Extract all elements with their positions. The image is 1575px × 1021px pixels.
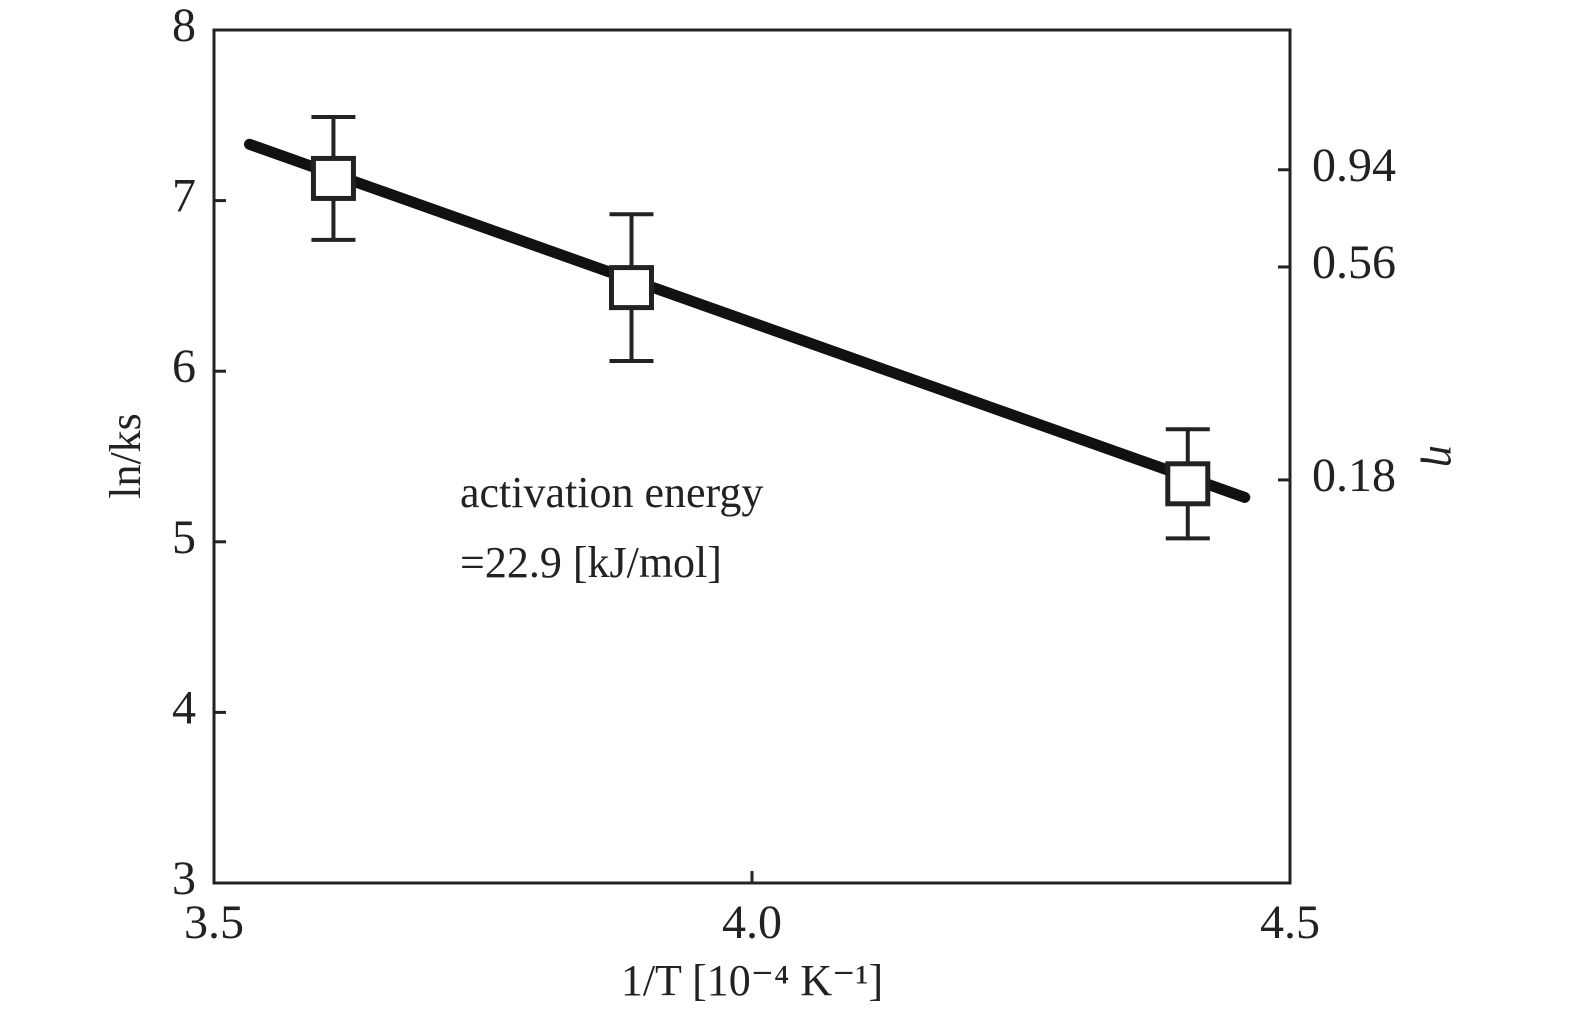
y-tick-label: 8 bbox=[172, 0, 196, 52]
marker bbox=[310, 155, 356, 201]
y-tick-label: 7 bbox=[172, 170, 196, 223]
fit-line bbox=[244, 138, 1251, 503]
y2-tick-label: 0.56 bbox=[1312, 236, 1396, 289]
annotation: activation energy bbox=[460, 468, 763, 517]
annotation: =22.9 [kJ/mol] bbox=[460, 538, 722, 587]
y-tick-label: 3 bbox=[172, 852, 196, 905]
y-axis-label: ln/ks bbox=[101, 413, 150, 499]
y2-tick-label: 0.18 bbox=[1312, 449, 1396, 502]
y2-axis-label: η bbox=[1420, 445, 1469, 467]
x-tick-label: 4.5 bbox=[1260, 896, 1320, 949]
marker bbox=[608, 265, 654, 311]
x-tick-label: 3.5 bbox=[184, 896, 244, 949]
y-tick-label: 6 bbox=[172, 340, 196, 393]
y-tick-label: 5 bbox=[172, 511, 196, 564]
x-axis-label: 1/T [10⁻⁴ K⁻¹] bbox=[621, 956, 883, 1005]
y2-tick-label: 0.94 bbox=[1312, 139, 1396, 192]
marker bbox=[1165, 461, 1211, 507]
y-tick-label: 4 bbox=[172, 681, 196, 734]
x-tick-label: 4.0 bbox=[722, 896, 782, 949]
